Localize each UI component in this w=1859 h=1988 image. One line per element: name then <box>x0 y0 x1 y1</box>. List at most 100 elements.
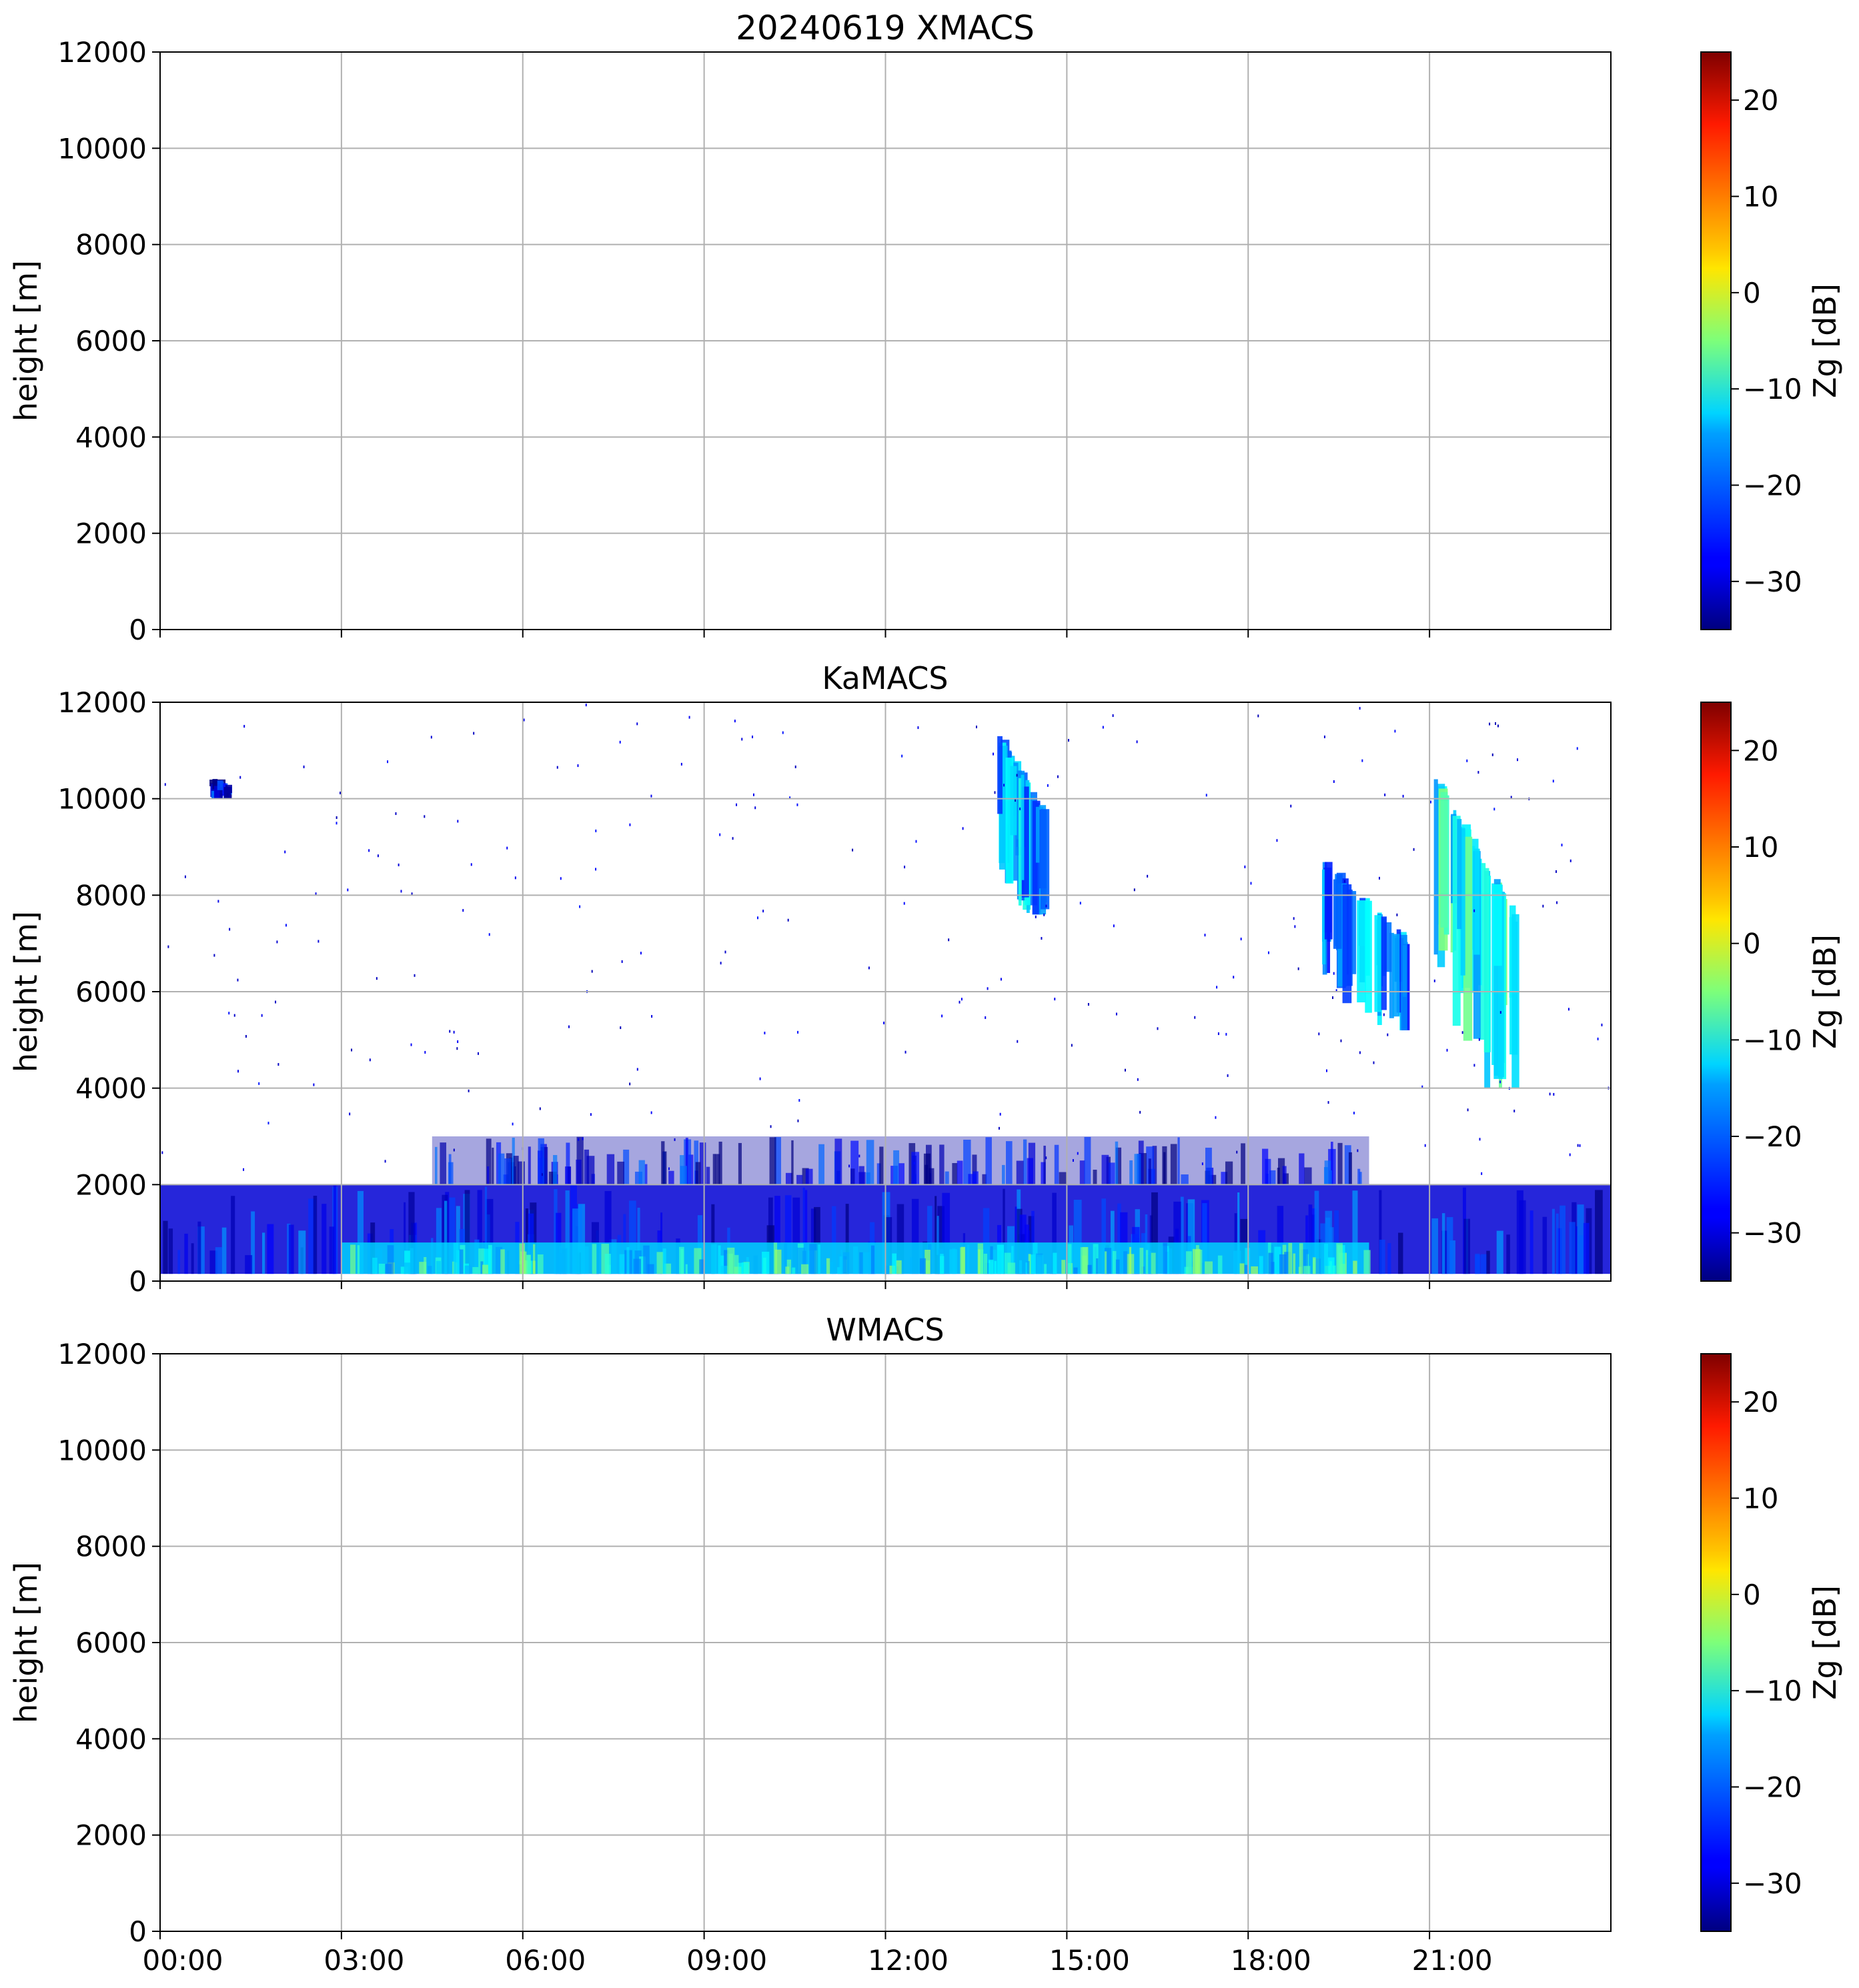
echo-cell <box>1315 1258 1321 1274</box>
echo-cell <box>1087 1264 1092 1274</box>
echo-speckle <box>303 765 305 768</box>
echo-speckle <box>1124 1068 1126 1072</box>
echo-speckle <box>1333 972 1335 975</box>
echo-speckle <box>430 736 432 739</box>
echo-cell <box>804 1190 808 1274</box>
echo-speckle <box>1344 880 1346 883</box>
echo-cell <box>1205 1147 1212 1185</box>
echo-cell <box>1299 1243 1303 1274</box>
y-tick-label: 12000 <box>57 1338 147 1370</box>
echo-speckle <box>237 978 239 982</box>
echo-speckle <box>1510 796 1512 799</box>
echo-speckle <box>782 731 784 734</box>
echo-speckle <box>1327 1101 1329 1104</box>
echo-cell <box>1073 1267 1078 1274</box>
echo-cell <box>1314 1190 1319 1274</box>
echo-speckle <box>913 1162 915 1165</box>
echo-speckle <box>473 732 475 735</box>
echo-cell <box>333 1185 337 1274</box>
echo-speckle <box>1204 934 1206 937</box>
echo-cell <box>1299 1153 1305 1185</box>
echo-cell <box>1123 1251 1128 1274</box>
echo-cell <box>1274 1246 1281 1274</box>
echo-cell <box>617 1161 624 1185</box>
echo-cell <box>949 1249 957 1274</box>
echo-speckle <box>1157 1027 1159 1030</box>
echo-cell <box>1491 883 1495 1065</box>
echo-cell <box>492 1147 494 1185</box>
echo-cell <box>694 1248 702 1274</box>
echo-speckle <box>568 1025 570 1028</box>
echo-speckle <box>1387 1033 1389 1036</box>
echo-cell <box>711 1244 717 1274</box>
echo-cell <box>1595 1190 1603 1274</box>
echo-cell <box>553 1154 558 1185</box>
echo-cell <box>1583 1222 1590 1274</box>
echo-speckle <box>1357 1149 1359 1152</box>
echo-speckle <box>1424 1144 1426 1147</box>
x-ticks: 00:00 03:00 06:00 09:00 12:00 15:00 18:00 21:00 <box>142 1931 1493 1977</box>
echo-cell <box>565 1190 570 1274</box>
echo-speckle <box>1137 1078 1139 1081</box>
echo-speckle <box>267 1122 269 1125</box>
echo-cell <box>668 1170 674 1185</box>
echo-speckle <box>1402 794 1404 798</box>
echo-speckle <box>384 1160 386 1163</box>
colorbar-tick-label: −10 <box>1743 373 1802 405</box>
echo-speckle <box>237 1070 239 1073</box>
echo-speckle <box>636 1068 638 1071</box>
echo-speckle <box>1057 775 1059 778</box>
y-tick-label: 10000 <box>57 1434 147 1466</box>
echo-lower-layer-enhanced-echo <box>341 1242 1371 1274</box>
x-tick-label: 03:00 <box>324 1944 404 1977</box>
echo-cell <box>530 1260 533 1274</box>
echo-speckle <box>720 962 722 965</box>
echo-cell <box>1084 1136 1091 1185</box>
echo-speckle <box>732 837 734 840</box>
echo-speckle <box>1497 724 1499 728</box>
echo-cell <box>1251 1266 1259 1274</box>
echo-cell <box>1379 1239 1385 1274</box>
echo-cell <box>456 1206 460 1274</box>
echo-speckle <box>1016 774 1018 777</box>
echo-speckle <box>1003 784 1005 787</box>
echo-speckle <box>794 765 796 768</box>
echo-speckle <box>591 970 593 973</box>
echo-cell <box>387 1245 394 1274</box>
echo-speckle <box>1481 1172 1483 1175</box>
echo-speckle <box>506 846 508 850</box>
echo-speckle <box>1373 1061 1375 1064</box>
echo-cell <box>1237 1192 1240 1274</box>
echo-speckle <box>336 816 338 820</box>
echo-cell <box>1019 1260 1023 1274</box>
echo-speckle <box>1276 839 1278 842</box>
echo-cell <box>1093 1169 1097 1185</box>
echo-small-cloud-early <box>209 779 233 799</box>
echo-speckle <box>1136 740 1138 744</box>
echo-cell <box>177 1250 180 1274</box>
echo-speckle <box>229 928 231 931</box>
x-tick-label: 00:00 <box>142 1944 223 1977</box>
echo-cell <box>785 1266 790 1274</box>
echo-speckle <box>1240 938 1242 941</box>
echo-speckle <box>1227 1074 1229 1077</box>
echo-cell <box>1033 1242 1038 1274</box>
echo-speckle <box>962 827 964 830</box>
colorbar: −30 −20 −10 0 10 20 Zg [dB] <box>1700 702 1843 1282</box>
echo-cell <box>1052 1192 1057 1274</box>
echo-speckle <box>395 812 397 816</box>
echo-cell <box>942 1192 951 1274</box>
echo-cirrus-1 <box>997 736 1050 915</box>
echo-cell <box>1496 1230 1503 1274</box>
echo-cell <box>826 1258 830 1274</box>
echo-cell <box>1357 1168 1361 1185</box>
echo-speckle <box>1323 735 1325 738</box>
echo-cell <box>1117 1203 1121 1274</box>
echo-cell <box>952 1162 958 1185</box>
echo-cell <box>1007 1262 1016 1274</box>
echo-speckle <box>796 803 798 806</box>
echo-speckle <box>651 1015 653 1018</box>
echo-speckle <box>1384 793 1386 796</box>
echo-cell <box>638 1160 645 1185</box>
echo-speckle <box>595 829 597 832</box>
